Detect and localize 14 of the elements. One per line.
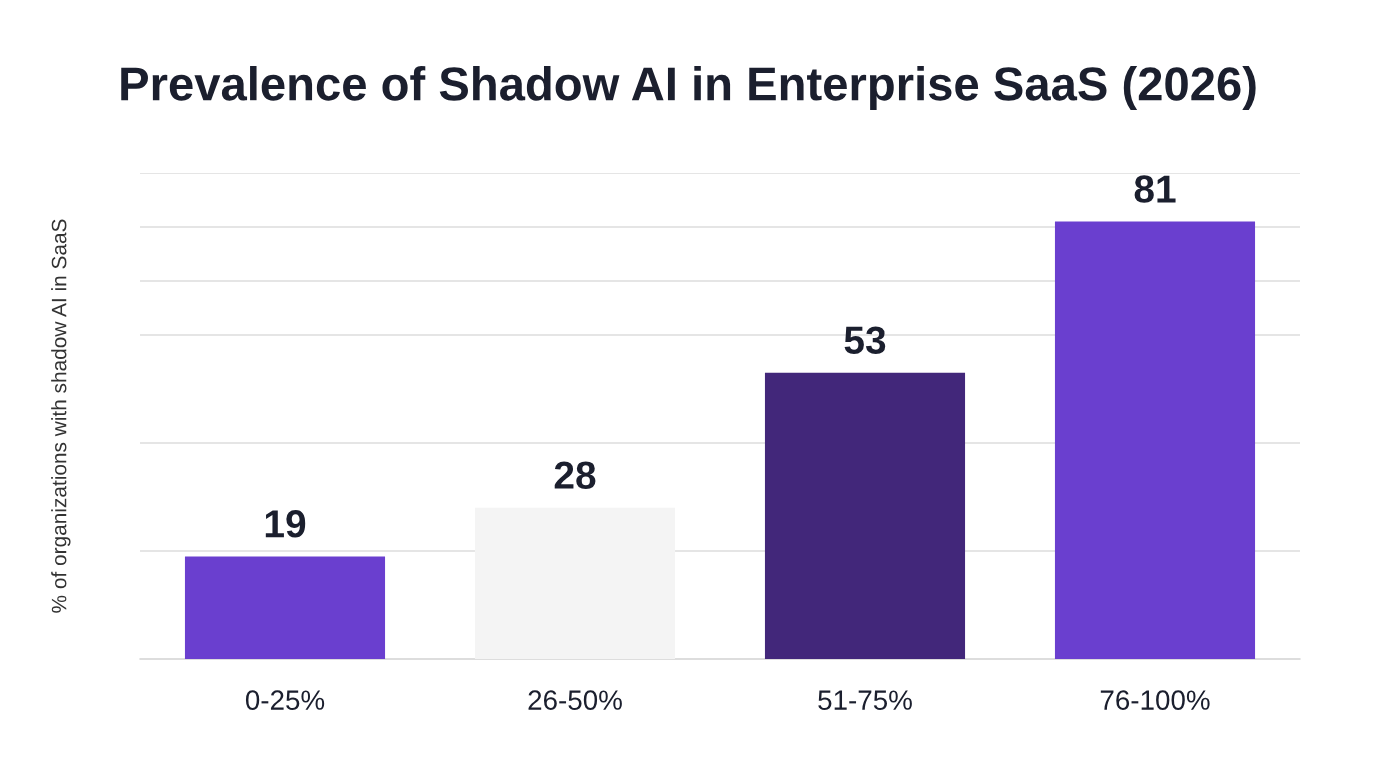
bar xyxy=(184,556,386,659)
data-label: 53 xyxy=(844,326,886,355)
x-tick-label: 76-100% xyxy=(1100,690,1210,710)
y-axis-title: % of organizations with shadow AI in SaaS xyxy=(51,219,71,613)
data-label: 19 xyxy=(265,510,306,538)
data-label: 28 xyxy=(554,461,596,489)
x-tick-label: 51-75% xyxy=(818,690,912,710)
bar xyxy=(764,372,966,659)
bar xyxy=(1054,221,1256,659)
x-tick-label: 0-25% xyxy=(245,690,325,710)
chart-title: Prevalence of Shadow AI in Enterprise SaaS (2026) xyxy=(121,65,1256,111)
data-label: 81 xyxy=(1134,175,1176,203)
bar xyxy=(474,507,676,659)
x-tick-label: 26-50% xyxy=(528,690,622,710)
